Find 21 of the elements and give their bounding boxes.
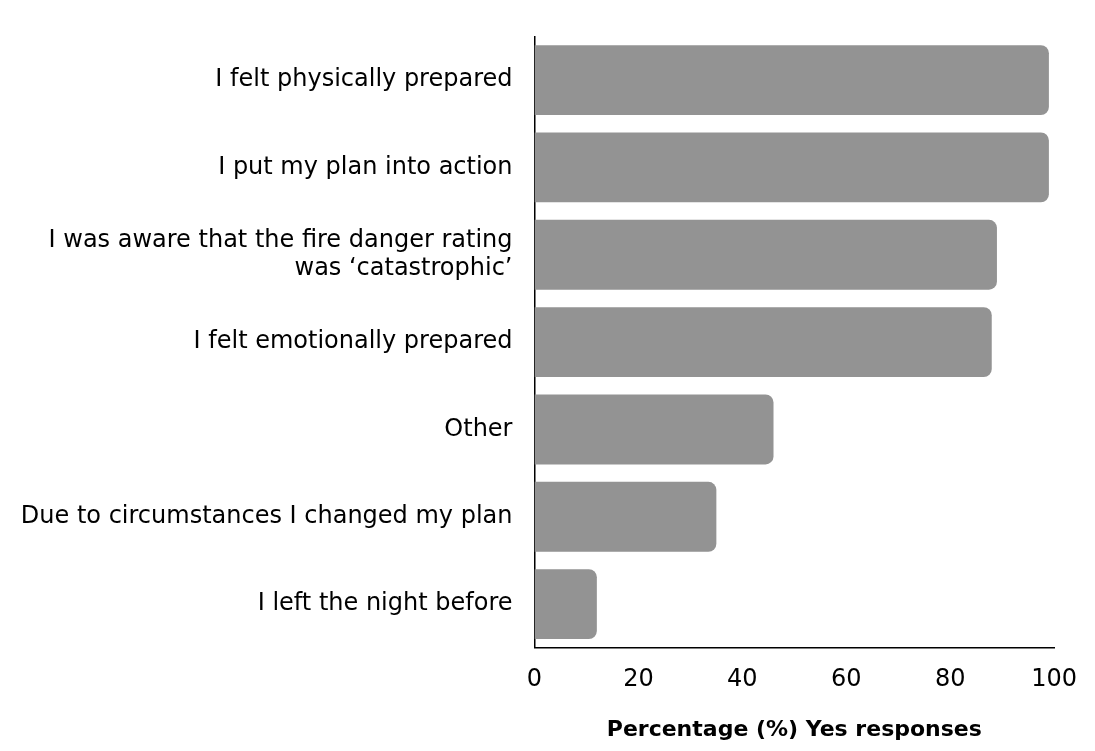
y-tick-label: I put my plan into action	[218, 151, 513, 180]
x-tick-label: 40	[727, 664, 758, 693]
x-axis-title: Percentage (%) Yes responses	[606, 715, 982, 741]
y-tick-label: I felt emotionally prepared	[193, 326, 513, 355]
x-tick-label: 60	[830, 664, 862, 693]
y-tick-label: Due to circumstances I changed my plan	[20, 501, 513, 530]
bar	[534, 45, 1049, 116]
x-tick-label: 0	[526, 664, 543, 693]
x-tick-label: 20	[623, 664, 654, 693]
y-tick-label: Other	[444, 413, 513, 442]
x-tick-label: 100	[1031, 664, 1077, 693]
bar	[534, 132, 1049, 203]
y-tick-label: I was aware that the fire danger rating was ‘catastrophic’	[48, 224, 513, 282]
bar	[534, 569, 597, 640]
bar	[534, 307, 992, 378]
bar	[534, 394, 774, 465]
x-tick-label: 80	[934, 664, 966, 693]
y-tick-label: I left the night before	[257, 588, 513, 617]
bar	[534, 481, 717, 552]
y-tick-label: I felt physically prepared	[215, 64, 513, 93]
bar	[534, 219, 997, 290]
